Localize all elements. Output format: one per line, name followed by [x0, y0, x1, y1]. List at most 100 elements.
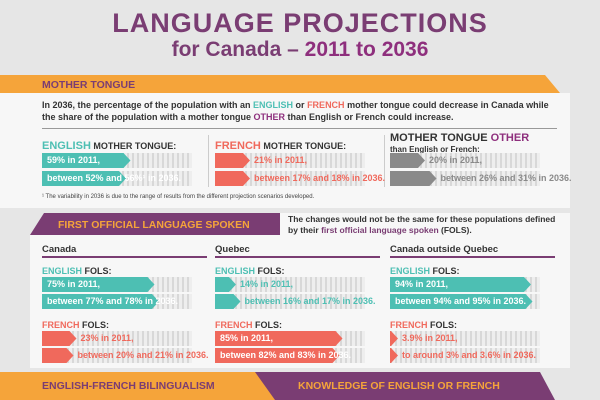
proportion-bar: to around 3% and 3.6% in 2036. — [390, 348, 540, 363]
fols-heading: FRENCH FOLS: — [390, 320, 457, 330]
bar-fill — [42, 171, 126, 186]
footnote: ¹ The variability in 2036 is due to the … — [42, 194, 315, 200]
fols-note-panel — [280, 213, 570, 235]
bar-fill — [215, 331, 343, 346]
subtitle-years: 2011 to 2036 — [304, 38, 429, 61]
bar-fill — [42, 277, 155, 292]
page-title: LANGUAGE PROJECTIONS — [112, 8, 488, 38]
proportion-bar: 85% in 2011, — [215, 331, 365, 346]
bar-fill — [42, 294, 159, 309]
column-heading: MOTHER TONGUE OTHER — [390, 132, 529, 144]
fols-text: FOLS: — [430, 266, 460, 276]
bar-label: 59% in 2011, — [47, 155, 101, 165]
bar-label: between 82% and 83% in 2036. — [220, 350, 352, 360]
proportion-bar: between 20% and 21% in 2036. — [42, 348, 209, 363]
fols-text: FOLS: — [252, 320, 282, 330]
bar-label: 75% in 2011, — [47, 279, 101, 289]
fols-heading: FIRST OFFICIAL LANGUAGE SPOKEN — [58, 219, 250, 231]
fols-heading: FRENCH FOLS: — [42, 320, 109, 330]
bar-label: between 94% and 95% in 2036. — [395, 296, 527, 306]
intro-other: OTHER — [253, 112, 286, 122]
bar-label: between 52% and 56%¹ in 2036. — [47, 173, 182, 183]
bar-label: 14% in 2011, — [240, 279, 294, 289]
fols-lang: ENGLISH — [215, 266, 256, 276]
mother-tongue-panel — [0, 93, 570, 208]
bar-fill — [42, 153, 131, 168]
proportion-bar: 21% in 2011, — [215, 153, 365, 168]
bar-label: between 26% and 31% in 2036. — [440, 173, 572, 183]
fols-lang: ENGLISH — [42, 266, 83, 276]
proportion-bar: between 82% and 83% in 2036. — [215, 348, 365, 363]
fols-heading: ENGLISH FOLS: — [42, 266, 112, 276]
heading-text: MOTHER TONGUE: — [260, 141, 347, 151]
fols-text: FOLS: — [255, 266, 285, 276]
bar-label: 85% in 2011, — [220, 333, 274, 343]
intro-text: In 2036, the percentage of the populatio… — [42, 100, 254, 110]
fols-lang: ENGLISH — [390, 266, 431, 276]
bar-fill — [215, 153, 250, 168]
bar-label: between 16% and 17% in 2036. — [244, 296, 376, 306]
bar-fill — [390, 171, 437, 186]
heading-lang: MOTHER TONGUE — [390, 132, 491, 144]
intro-english: ENGLISH — [253, 100, 294, 110]
bar-fill — [215, 294, 241, 309]
column-heading: FRENCH MOTHER TONGUE: — [215, 140, 346, 152]
fols-lang: FRENCH — [390, 320, 428, 330]
intro-text: than English or French could increase. — [285, 112, 454, 122]
bar-label: to around 3% and 3.6% in 2036. — [402, 350, 537, 360]
fols-lang: FRENCH — [42, 320, 80, 330]
bar-fill — [215, 171, 250, 186]
bar-label: 20% in 2011, — [429, 155, 483, 165]
intro-text: or — [293, 100, 308, 110]
proportion-bar: 75% in 2011, — [42, 277, 192, 292]
proportion-bar: 23% in 2011, — [42, 331, 192, 346]
divider — [42, 128, 557, 129]
bar-label: 23% in 2011, — [80, 333, 134, 343]
fols-heading: FRENCH FOLS: — [215, 320, 282, 330]
region-heading: Canada outside Quebec — [390, 244, 555, 258]
bar-fill — [42, 348, 74, 363]
page-subtitle: for Canada – 2011 to 2036 — [0, 38, 600, 62]
proportion-bar: 94% in 2011, — [390, 277, 540, 292]
fols-text: FOLS: — [82, 266, 112, 276]
fols-heading: ENGLISH FOLS: — [215, 266, 285, 276]
bar-label: 94% in 2011, — [395, 279, 449, 289]
bar-fill — [215, 348, 340, 363]
fols-band — [30, 213, 280, 235]
knowledge-label: KNOWLEDGE OF ENGLISH OR FRENCH — [298, 380, 500, 392]
heading-lang: ENGLISH — [42, 140, 91, 152]
bar-label: between 20% and 21% in 2036. — [77, 350, 209, 360]
bar-fill — [390, 294, 533, 309]
mother-tongue-intro: In 2036, the percentage of the populatio… — [42, 99, 562, 123]
bar-fill — [42, 331, 77, 346]
region-heading: Canada — [42, 244, 207, 258]
subtitle-text: for Canada – — [171, 38, 305, 61]
heading-lang: FRENCH — [215, 140, 261, 152]
heading-text: MOTHER TONGUE: — [90, 141, 177, 151]
bar-fill — [215, 277, 236, 292]
proportion-bar: 59% in 2011, — [42, 153, 192, 168]
column-heading: ENGLISH MOTHER TONGUE: — [42, 140, 176, 152]
fols-text: FOLS: — [79, 320, 109, 330]
knowledge-tab[interactable] — [255, 372, 555, 400]
bar-fill — [390, 348, 398, 363]
proportion-bar: between 77% and 78% in 2036. — [42, 294, 192, 309]
bilingualism-tab[interactable] — [0, 372, 290, 400]
bar-label: between 77% and 78% in 2036. — [47, 296, 179, 306]
bar-label: 3.9% in 2011, — [402, 333, 458, 343]
heading-sub: than English or French: — [390, 145, 480, 154]
intro-text: mother tongue could decrease in Canada w… — [42, 100, 549, 122]
proportion-bar: between 17% and 18% in 2036. — [215, 171, 385, 186]
bilingualism-label: ENGLISH-FRENCH BILINGUALISM — [42, 380, 215, 392]
proportion-bar: between 94% and 95% in 2036. — [390, 294, 540, 309]
divider — [208, 135, 209, 187]
region-heading: Quebec — [215, 244, 380, 258]
divider — [384, 135, 385, 187]
bar-label: 21% in 2011, — [254, 155, 308, 165]
bar-label: between 17% and 18% in 2036. — [254, 173, 386, 183]
bar-fill — [390, 331, 398, 346]
note-text: The changes would not be the same for th… — [288, 214, 556, 235]
fols-text: FOLS: — [427, 320, 457, 330]
bar-fill — [390, 153, 425, 168]
mother-tongue-heading: MOTHER TONGUE — [42, 79, 136, 91]
